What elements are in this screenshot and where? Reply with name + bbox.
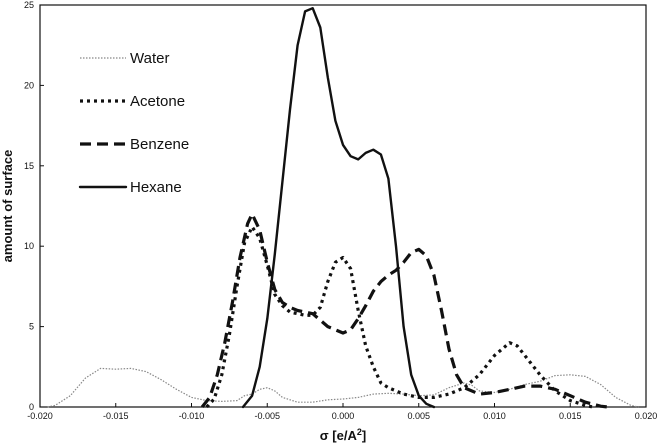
x-tick-label: -0.005	[254, 411, 280, 421]
series-line-hexane	[241, 6, 436, 409]
y-axis-ticks: 0 5 10 15 20 25	[24, 0, 44, 412]
legend-label-hexane: Hexane	[130, 179, 182, 196]
x-tick-label: -0.010	[179, 411, 205, 421]
series-line-benzene	[200, 212, 609, 409]
y-tick-label: 25	[24, 0, 34, 10]
x-tick-label: -0.020	[27, 411, 53, 421]
y-tick-label: 5	[29, 322, 34, 332]
legend-label-benzene: Benzene	[130, 136, 189, 153]
series-line-acetone	[205, 225, 594, 409]
x-tick-label: 0.020	[635, 411, 658, 421]
y-tick-label: 15	[24, 161, 34, 171]
legend-label-water: Water	[130, 50, 169, 67]
x-tick-label: 0.010	[483, 411, 506, 421]
y-tick-label: 10	[24, 241, 34, 251]
x-axis-title: σ [e/A2]	[320, 427, 366, 443]
y-axis-title: amount of surface	[0, 150, 15, 263]
y-tick-label: 20	[24, 80, 34, 90]
legend: Water Acetone Benzene Hexane	[78, 50, 189, 196]
series-line-water	[47, 367, 639, 408]
x-tick-label: -0.015	[103, 411, 129, 421]
x-tick-label: 0.015	[559, 411, 582, 421]
legend-label-acetone: Acetone	[130, 93, 185, 110]
x-tick-label: 0.000	[332, 411, 355, 421]
x-axis-ticks: -0.020 -0.015 -0.010 -0.005 0.000 0.005 0.010 0…	[27, 403, 657, 421]
y-tick-label: 0	[29, 402, 34, 412]
series-layer	[47, 6, 639, 409]
x-tick-label: 0.005	[407, 411, 430, 421]
